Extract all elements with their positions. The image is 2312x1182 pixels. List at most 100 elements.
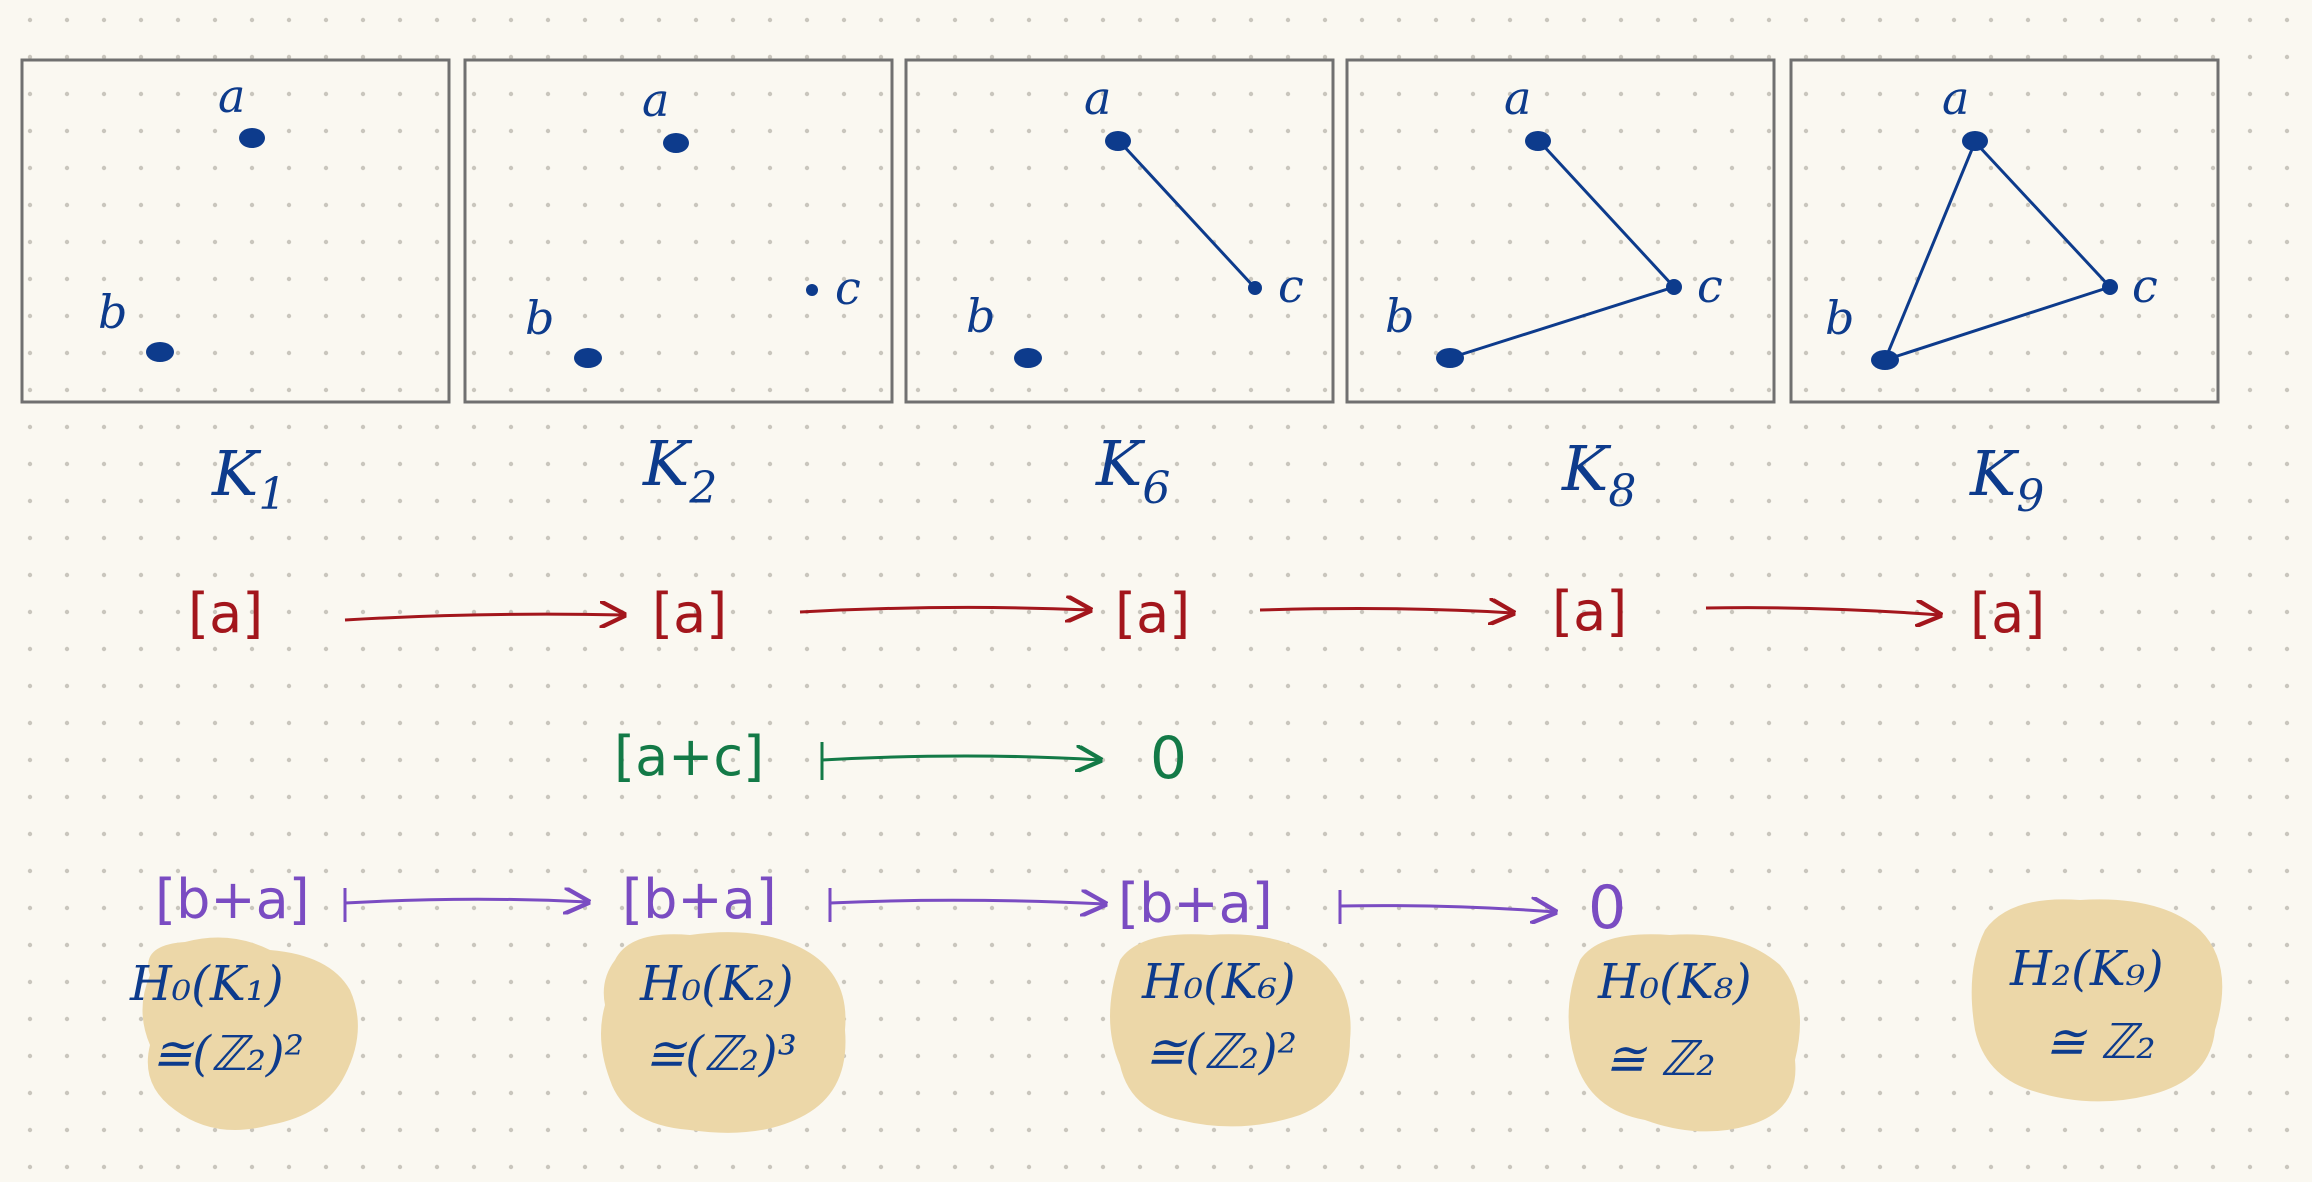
grid-dot	[2099, 535, 2105, 541]
grid-dot	[767, 202, 773, 208]
grid-dot	[1026, 276, 1032, 282]
grid-dot	[1729, 535, 1735, 541]
grid-dot	[508, 276, 514, 282]
grid-dot	[878, 313, 884, 319]
grid-dot	[138, 202, 144, 208]
grid-dot	[841, 794, 847, 800]
grid-dot	[1951, 17, 1957, 23]
grid-dot	[249, 350, 255, 356]
grid-dot	[1877, 387, 1883, 393]
grid-dot	[767, 609, 773, 615]
grid-dot	[1803, 683, 1809, 689]
grid-dot	[397, 572, 403, 578]
grid-dot	[1877, 794, 1883, 800]
grid-dot	[434, 128, 440, 134]
grid-dot	[1063, 17, 1069, 23]
grid-dot	[619, 1127, 625, 1133]
grid-dot	[582, 905, 588, 911]
grid-dot	[1137, 572, 1143, 578]
grid-dot	[656, 128, 662, 134]
grid-dot	[212, 1164, 218, 1170]
grid-dot	[1581, 128, 1587, 134]
grid-dot	[101, 683, 107, 689]
grid-dot	[27, 387, 33, 393]
grid-dot	[2025, 276, 2031, 282]
grid-dot	[1396, 1164, 1402, 1170]
grid-dot	[841, 202, 847, 208]
grid-dot	[1877, 1053, 1883, 1059]
grid-dot	[915, 461, 921, 467]
grid-dot	[1544, 572, 1550, 578]
grid-dot	[2173, 128, 2179, 134]
grid-dot	[693, 313, 699, 319]
grid-dot	[360, 572, 366, 578]
grid-dot	[1914, 757, 1920, 763]
grid-dot	[1581, 905, 1587, 911]
grid-dot	[1840, 646, 1846, 652]
grid-dot	[360, 91, 366, 97]
grid-dot	[323, 794, 329, 800]
grid-dot	[1359, 128, 1365, 134]
grid-dot	[767, 276, 773, 282]
grid-dot	[767, 313, 773, 319]
grid-dot	[1359, 831, 1365, 837]
grid-dot	[508, 461, 514, 467]
grid-dot	[656, 720, 662, 726]
grid-dot	[1211, 165, 1217, 171]
grid-dot	[64, 1127, 70, 1133]
grid-dot	[1951, 720, 1957, 726]
grid-dot	[1951, 202, 1957, 208]
grid-dot	[64, 646, 70, 652]
grid-dot	[1211, 313, 1217, 319]
grid-dot	[2062, 535, 2068, 541]
grid-dot	[471, 831, 477, 837]
grid-dot	[27, 128, 33, 134]
grid-dot	[1359, 942, 1365, 948]
grid-dot	[1840, 276, 1846, 282]
grid-dot	[2099, 202, 2105, 208]
grid-dot	[1655, 1127, 1661, 1133]
grid-dot	[1322, 424, 1328, 430]
grid-dot	[138, 165, 144, 171]
grid-dot	[286, 350, 292, 356]
grid-dot	[1248, 461, 1254, 467]
grid-dot	[323, 646, 329, 652]
panel-label-k6: K6	[1095, 427, 1170, 514]
grid-dot	[397, 905, 403, 911]
purple-term-1: [b+a]	[155, 868, 310, 931]
grid-dot	[64, 202, 70, 208]
homology-highlights	[142, 899, 2223, 1133]
grid-dot	[1618, 1127, 1624, 1133]
grid-dot	[841, 387, 847, 393]
grid-dot	[952, 905, 958, 911]
grid-dot	[878, 239, 884, 245]
grid-dot	[1581, 720, 1587, 726]
grid-dot	[693, 831, 699, 837]
grid-dot	[286, 165, 292, 171]
grid-dot	[1433, 498, 1439, 504]
grid-dot	[175, 757, 181, 763]
grid-dot	[1803, 128, 1809, 134]
grid-dot	[1840, 350, 1846, 356]
grid-dot	[212, 868, 218, 874]
grid-dot	[1544, 387, 1550, 393]
grid-dot	[2099, 461, 2105, 467]
grid-dot	[175, 91, 181, 97]
grid-dot	[249, 313, 255, 319]
grid-dot	[2099, 1127, 2105, 1133]
grid-dot	[989, 350, 995, 356]
grid-dot	[1618, 757, 1624, 763]
grid-dot	[878, 128, 884, 134]
grid-dot	[138, 720, 144, 726]
grid-dot	[1581, 239, 1587, 245]
grid-dot	[1285, 1164, 1291, 1170]
grid-dot	[545, 1164, 551, 1170]
grid-dot	[1396, 979, 1402, 985]
grid-dot	[1544, 128, 1550, 134]
grid-dot	[619, 905, 625, 911]
grid-dot	[545, 535, 551, 541]
grid-dot	[397, 91, 403, 97]
panel-label-k1: K1	[211, 437, 286, 520]
grid-dot	[1174, 646, 1180, 652]
homology-annotations: H₀(K₁) ≅(ℤ₂)² H₀(K₂) ≅(ℤ₂)³ H₀(K₆) ≅(ℤ₂)…	[129, 941, 2164, 1087]
